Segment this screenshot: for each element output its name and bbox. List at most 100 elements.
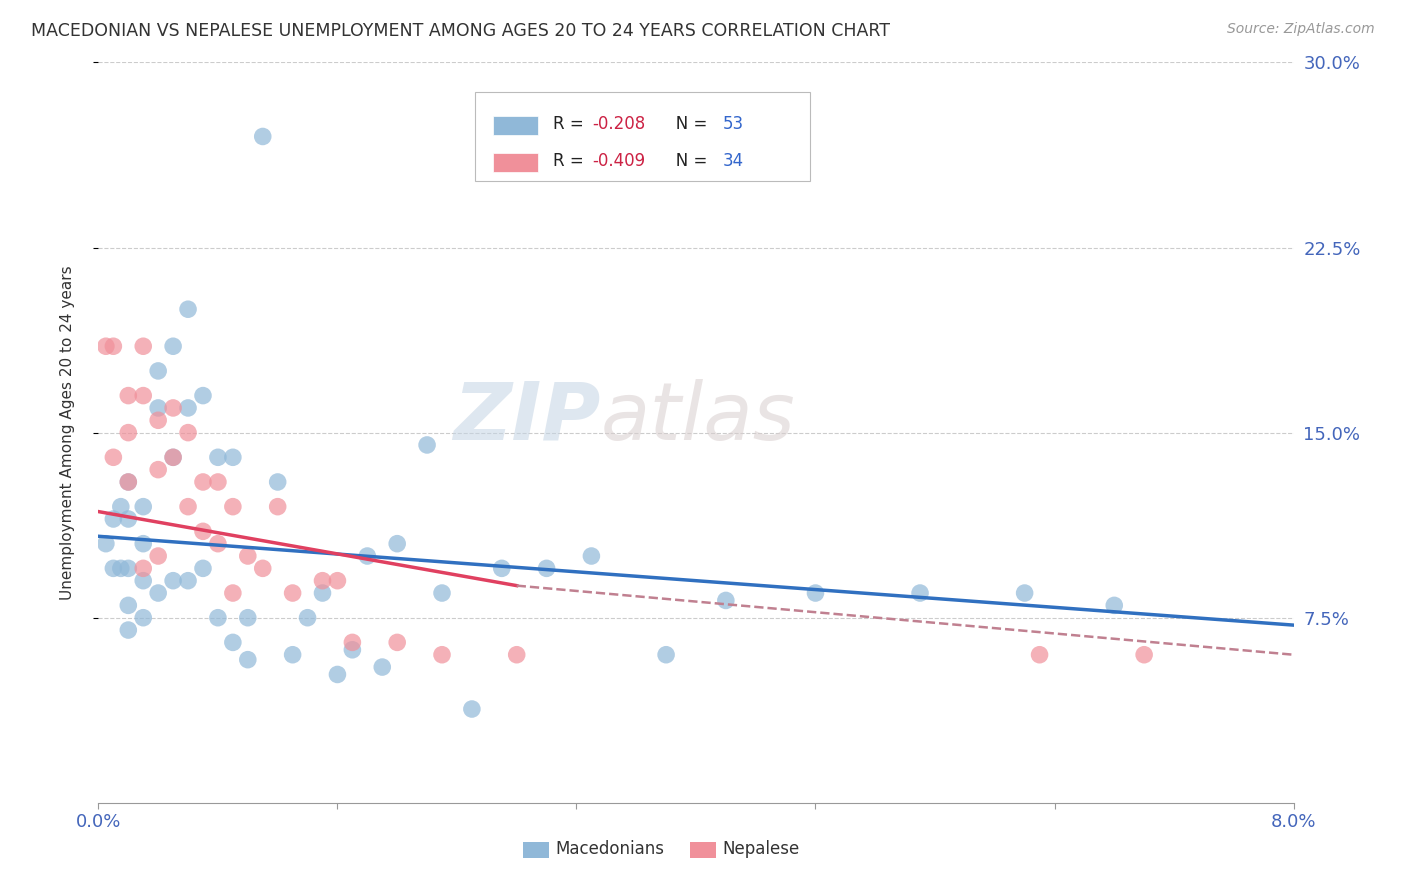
Point [148, 401, 170, 415]
Point [132, 339, 155, 353]
Point [117, 425, 139, 440]
Point [326, 574, 349, 588]
Point [191, 561, 214, 575]
FancyBboxPatch shape [690, 842, 716, 858]
Point [177, 401, 200, 415]
Point [162, 450, 184, 465]
Point [1014, 586, 1036, 600]
Point [177, 574, 200, 588]
Point [191, 475, 214, 489]
Point [804, 586, 827, 600]
Point [103, 450, 125, 465]
Point [94, 339, 117, 353]
Text: Nepalese: Nepalese [723, 840, 800, 858]
Point [506, 648, 529, 662]
Point [267, 475, 290, 489]
Point [236, 610, 259, 624]
Point [110, 561, 132, 575]
FancyBboxPatch shape [494, 153, 537, 171]
Point [148, 462, 170, 476]
Text: -0.208: -0.208 [592, 115, 645, 133]
Point [236, 653, 259, 667]
Point [103, 561, 125, 575]
Point [371, 660, 394, 674]
Point [117, 561, 139, 575]
Point [1028, 648, 1050, 662]
Point [110, 500, 132, 514]
Point [191, 388, 214, 402]
Point [207, 536, 229, 550]
Text: 34: 34 [723, 152, 744, 169]
Point [491, 561, 513, 575]
Point [385, 635, 409, 649]
Point [342, 642, 364, 657]
Point [132, 536, 155, 550]
Point [117, 599, 139, 613]
Point [177, 425, 200, 440]
Text: MACEDONIAN VS NEPALESE UNEMPLOYMENT AMONG AGES 20 TO 24 YEARS CORRELATION CHART: MACEDONIAN VS NEPALESE UNEMPLOYMENT AMON… [31, 22, 890, 40]
Point [416, 438, 439, 452]
Point [132, 500, 155, 514]
Point [236, 549, 259, 563]
Point [281, 648, 304, 662]
FancyBboxPatch shape [494, 116, 537, 135]
Point [281, 586, 304, 600]
Point [117, 475, 139, 489]
Point [207, 475, 229, 489]
Point [342, 635, 364, 649]
Point [132, 610, 155, 624]
Point [222, 586, 245, 600]
Point [356, 549, 378, 563]
Text: 53: 53 [723, 115, 744, 133]
Point [714, 593, 737, 607]
Point [581, 549, 603, 563]
Point [207, 610, 229, 624]
Text: R =: R = [553, 152, 589, 169]
Point [908, 586, 931, 600]
Point [117, 475, 139, 489]
Point [222, 450, 245, 465]
Point [191, 524, 214, 539]
FancyBboxPatch shape [475, 92, 810, 181]
Point [162, 339, 184, 353]
Point [117, 623, 139, 637]
Point [132, 388, 155, 402]
Point [222, 500, 245, 514]
Point [326, 667, 349, 681]
Point [461, 702, 484, 716]
Point [148, 549, 170, 563]
Text: -0.409: -0.409 [592, 152, 645, 169]
Point [132, 574, 155, 588]
Point [267, 500, 290, 514]
Text: N =: N = [661, 115, 713, 133]
Point [94, 536, 117, 550]
Point [430, 648, 453, 662]
Point [311, 574, 333, 588]
Point [252, 129, 274, 144]
Point [222, 635, 245, 649]
Y-axis label: Unemployment Among Ages 20 to 24 years: Unemployment Among Ages 20 to 24 years [60, 265, 75, 600]
Point [177, 302, 200, 317]
Point [103, 512, 125, 526]
FancyBboxPatch shape [523, 842, 548, 858]
Text: Macedonians: Macedonians [555, 840, 664, 858]
Point [148, 364, 170, 378]
Point [117, 388, 139, 402]
Point [1104, 599, 1126, 613]
Point [117, 512, 139, 526]
Text: atlas: atlas [600, 379, 796, 457]
Text: N =: N = [661, 152, 713, 169]
Point [311, 586, 333, 600]
Text: R =: R = [553, 115, 589, 133]
Point [1133, 648, 1156, 662]
Point [103, 339, 125, 353]
Point [162, 401, 184, 415]
Point [536, 561, 558, 575]
Point [252, 561, 274, 575]
Point [207, 450, 229, 465]
Point [148, 413, 170, 427]
Point [162, 574, 184, 588]
Point [177, 500, 200, 514]
Text: Source: ZipAtlas.com: Source: ZipAtlas.com [1227, 22, 1375, 37]
Point [655, 648, 678, 662]
